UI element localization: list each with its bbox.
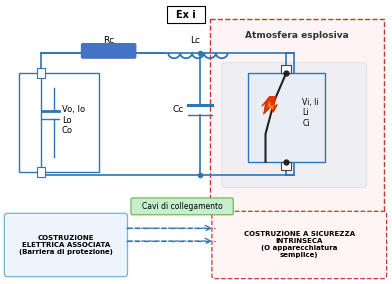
FancyBboxPatch shape [4, 213, 127, 277]
Text: Vi, Ii
Li
Ci: Vi, Ii Li Ci [303, 98, 319, 128]
FancyBboxPatch shape [281, 65, 291, 73]
FancyBboxPatch shape [19, 73, 99, 172]
FancyBboxPatch shape [167, 6, 205, 23]
FancyBboxPatch shape [81, 43, 136, 59]
FancyBboxPatch shape [210, 19, 384, 215]
Text: Atmosfera esplosiva: Atmosfera esplosiva [245, 31, 348, 40]
Text: Vo, Io
Lo
Co: Vo, Io Lo Co [62, 105, 85, 135]
Text: Cavi di collegamento: Cavi di collegamento [142, 202, 223, 211]
Text: Cc: Cc [173, 105, 184, 114]
Polygon shape [261, 97, 278, 114]
Text: Ex i: Ex i [176, 10, 196, 20]
Text: Rc: Rc [103, 36, 114, 45]
Text: COSTRUZIONE A SICUREZZA
INTRINSECA
(O apparecchiatura
semplice): COSTRUZIONE A SICUREZZA INTRINSECA (O ap… [244, 231, 355, 258]
Text: COSTRUZIONE
ELETTRICA ASSOCIATA
(Barriera di protezione): COSTRUZIONE ELETTRICA ASSOCIATA (Barrier… [19, 235, 113, 255]
FancyBboxPatch shape [248, 73, 325, 162]
FancyBboxPatch shape [37, 167, 45, 177]
FancyBboxPatch shape [281, 162, 291, 170]
Polygon shape [267, 101, 274, 109]
FancyBboxPatch shape [37, 68, 45, 78]
FancyBboxPatch shape [131, 198, 233, 215]
FancyBboxPatch shape [212, 211, 387, 279]
Text: Lc: Lc [190, 36, 200, 45]
FancyBboxPatch shape [222, 63, 367, 187]
